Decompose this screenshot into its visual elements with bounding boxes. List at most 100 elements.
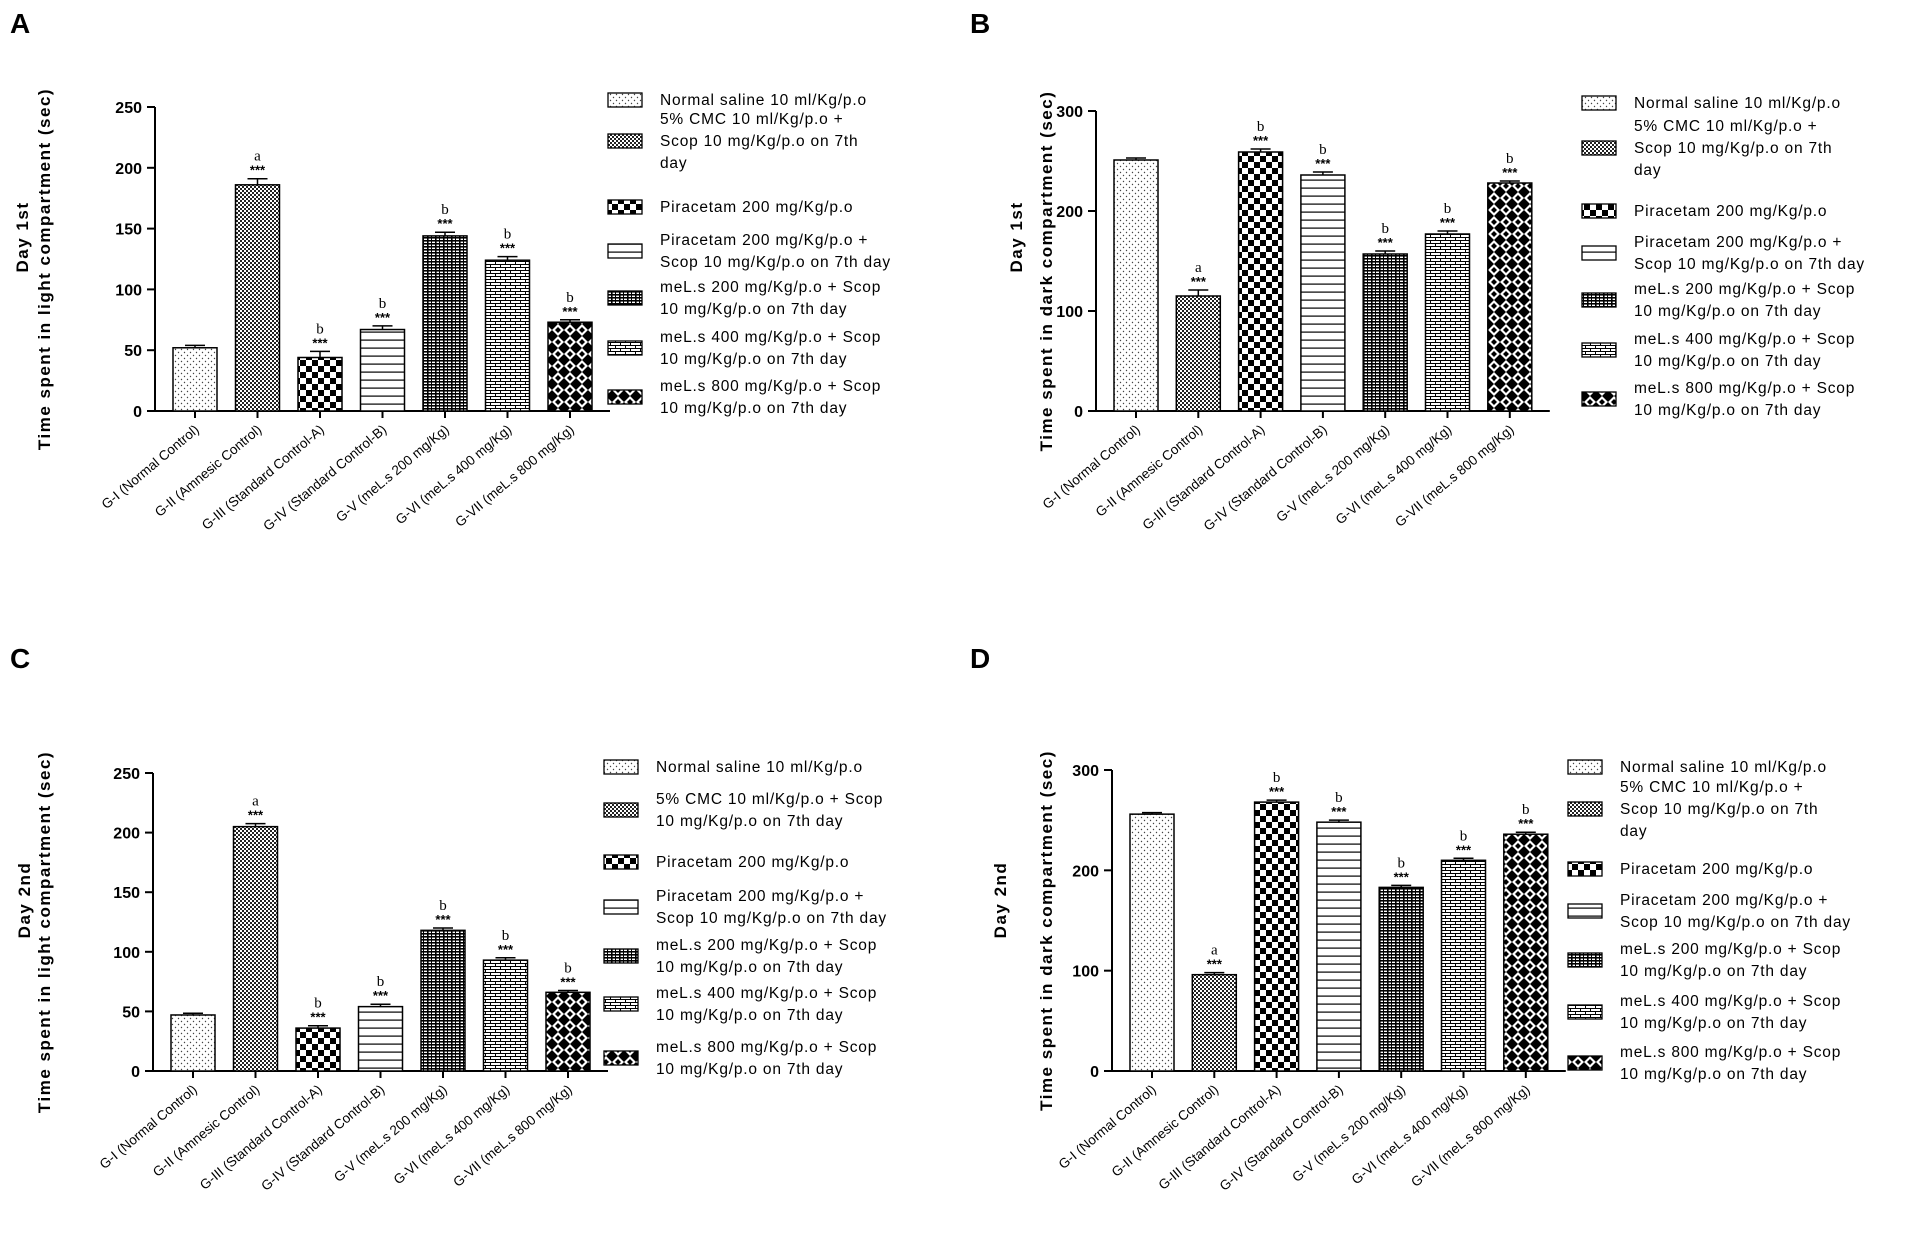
legend-line: Scop 10 mg/Kg/p.o on 7th day [656, 910, 887, 927]
significance-letter: b [566, 290, 574, 306]
y-tick-label: 150 [113, 885, 140, 902]
legend-swatch-7 [603, 1050, 639, 1066]
y-tick-label: 200 [1056, 204, 1083, 221]
legend-line: Normal saline 10 ml/Kg/p.o [660, 92, 867, 109]
bar-7 [545, 991, 591, 1072]
bar-3 [1253, 801, 1300, 1072]
significance-letter: b [1444, 201, 1452, 217]
legend-entry-4: Piracetam 200 mg/Kg/p.o + Scop 10 mg/Kg/p… [660, 232, 891, 271]
legend-line: meL.s 800 mg/Kg/p.o + Scop [656, 1039, 877, 1056]
legend-swatch-6 [1581, 342, 1617, 358]
day-label: Day 2nd [991, 862, 1010, 939]
significance-letter: b [1397, 855, 1405, 871]
legend-swatch-4 [1581, 245, 1617, 261]
y-tick-label: 200 [113, 826, 140, 843]
significance-letter: b [1273, 770, 1281, 786]
legend-swatch-2 [607, 133, 643, 149]
legend-line: meL.s 400 mg/Kg/p.o + Scop [1620, 993, 1841, 1010]
bar-7 [1503, 833, 1549, 1072]
legend-entry-6: meL.s 400 mg/Kg/p.o + Scop 10 mg/Kg/p.o o… [1620, 993, 1841, 1032]
legend-line: 10 mg/Kg/p.o on 7th day [656, 813, 843, 830]
bar-6 [1424, 233, 1471, 412]
legend-line: day [660, 155, 687, 172]
legend-line: 10 mg/Kg/p.o on 7th day [1634, 353, 1821, 370]
significance-letter: b [1319, 142, 1327, 158]
bar-5 [1378, 886, 1424, 1072]
x-tick-label: G-IV (Standard Control-B) [1217, 1082, 1346, 1194]
legend-entry-2: 5% CMC 10 ml/Kg/p.o + Scop 10 mg/Kg/p.o o… [1634, 118, 1832, 179]
significance-stars: *** [1394, 869, 1410, 884]
significance-stars: *** [1191, 274, 1207, 289]
x-tick-label: G-II (Amnesic Control) [1093, 422, 1206, 520]
legend-entry-4: Piracetam 200 mg/Kg/p.o + Scop 10 mg/Kg/p… [1634, 234, 1865, 273]
legend-swatch-1 [603, 759, 639, 775]
legend-line: meL.s 800 mg/Kg/p.o + Scop [1634, 380, 1855, 397]
panel-d: D Time spent in dark compartment (sec) Day… [970, 643, 1851, 1194]
legend-entry-7: meL.s 800 mg/Kg/p.o + Scop 10 mg/Kg/p.o o… [660, 378, 881, 417]
panel-a: A Time spent in light compartment (sec)Da… [10, 8, 891, 534]
significance-stars: *** [373, 988, 389, 1003]
bar-3 [295, 1027, 341, 1072]
legend-line: Normal saline 10 ml/Kg/p.o [1634, 95, 1841, 112]
y-tick-label: 250 [113, 766, 140, 783]
x-tick-label: G-VI (meL.s 400 mg/Kg) [391, 1082, 513, 1188]
legend-line: 5% CMC 10 ml/Kg/p.o + [1620, 779, 1804, 796]
y-tick-label: 300 [1072, 763, 1099, 780]
x-tick-label: G-IV (Standard Control-B) [258, 1082, 387, 1194]
legend-entry-3: Piracetam 200 mg/Kg/p.o [660, 199, 853, 216]
bar-1 [1129, 813, 1175, 1072]
y-tick-label: 250 [115, 100, 142, 117]
significance-letter: b [1460, 828, 1468, 844]
significance-letter: b [441, 202, 449, 218]
legend-line: Piracetam 200 mg/Kg/p.o + [1620, 892, 1828, 909]
y-tick-label: 100 [1072, 964, 1099, 981]
x-tick-label: G-VII (meL.s 800 mg/Kg) [450, 1082, 575, 1190]
significance-letter: a [1195, 260, 1202, 276]
day-label: Day 1st [1007, 202, 1026, 273]
legend-entry-2: 5% CMC 10 ml/Kg/p.o + Scop 10 mg/Kg/p.o o… [660, 111, 858, 172]
significance-stars: *** [437, 216, 453, 231]
x-tick-label: G-VII (meL.s 800 mg/Kg) [1408, 1082, 1533, 1190]
bar-1 [170, 1014, 216, 1072]
x-tick-label: G-IV (Standard Control-B) [1201, 422, 1330, 534]
x-tick-label: G-V (meL.s 200 mg/Kg) [1273, 422, 1392, 525]
panel-letter: A [10, 8, 30, 39]
legend-line: Scop 10 mg/Kg/p.o on 7th day [1634, 256, 1865, 273]
bar-2 [1175, 295, 1222, 412]
x-tick-label: G-VI (meL.s 400 mg/Kg) [1349, 1082, 1471, 1188]
legend-entry-7: meL.s 800 mg/Kg/p.o + Scop 10 mg/Kg/p.o o… [656, 1039, 877, 1078]
panel-letter: D [970, 643, 990, 674]
significance-letter: b [564, 961, 572, 977]
legend-line: 10 mg/Kg/p.o on 7th day [660, 400, 847, 417]
significance-letter: b [1381, 221, 1389, 237]
panel-letter: B [970, 8, 990, 39]
bar-7 [1487, 182, 1533, 412]
day-label: Day 2nd [15, 862, 34, 939]
legend-line: Normal saline 10 ml/Kg/p.o [1620, 759, 1827, 776]
legend-line: meL.s 800 mg/Kg/p.o + Scop [660, 378, 881, 395]
bar-5 [422, 235, 468, 412]
bar-2 [1191, 973, 1238, 1072]
legend-entry-4: Piracetam 200 mg/Kg/p.o + Scop 10 mg/Kg/p… [1620, 892, 1851, 931]
legend-swatch-2 [1581, 140, 1617, 156]
legend-line: day [1620, 823, 1647, 840]
bar-3 [297, 356, 343, 412]
legend-line: Piracetam 200 mg/Kg/p.o + [1634, 234, 1842, 251]
legend-swatch-7 [607, 389, 643, 405]
bar-5 [420, 929, 466, 1072]
legend-line: meL.s 800 mg/Kg/p.o + Scop [1620, 1044, 1841, 1061]
legend-swatch-4 [607, 243, 643, 259]
legend-line: meL.s 200 mg/Kg/p.o + Scop [1620, 941, 1841, 958]
legend-entry-7: meL.s 800 mg/Kg/p.o + Scop 10 mg/Kg/p.o o… [1620, 1044, 1841, 1083]
legend-entry-3: Piracetam 200 mg/Kg/p.o [1620, 861, 1813, 878]
day-label: Day 1st [13, 202, 32, 273]
significance-letter: b [1335, 790, 1343, 806]
legend: Normal saline 10 ml/Kg/p.o 5% CMC 10 ml/K… [603, 759, 887, 1078]
significance-letter: b [377, 974, 385, 990]
legend-entry-6: meL.s 400 mg/Kg/p.o + Scop 10 mg/Kg/p.o o… [660, 329, 881, 368]
legend-line: Piracetam 200 mg/Kg/p.o [1620, 861, 1813, 878]
legend-swatch-6 [607, 340, 643, 356]
legend-entry-1: Normal saline 10 ml/Kg/p.o [1620, 759, 1827, 776]
legend-line: meL.s 400 mg/Kg/p.o + Scop [656, 985, 877, 1002]
